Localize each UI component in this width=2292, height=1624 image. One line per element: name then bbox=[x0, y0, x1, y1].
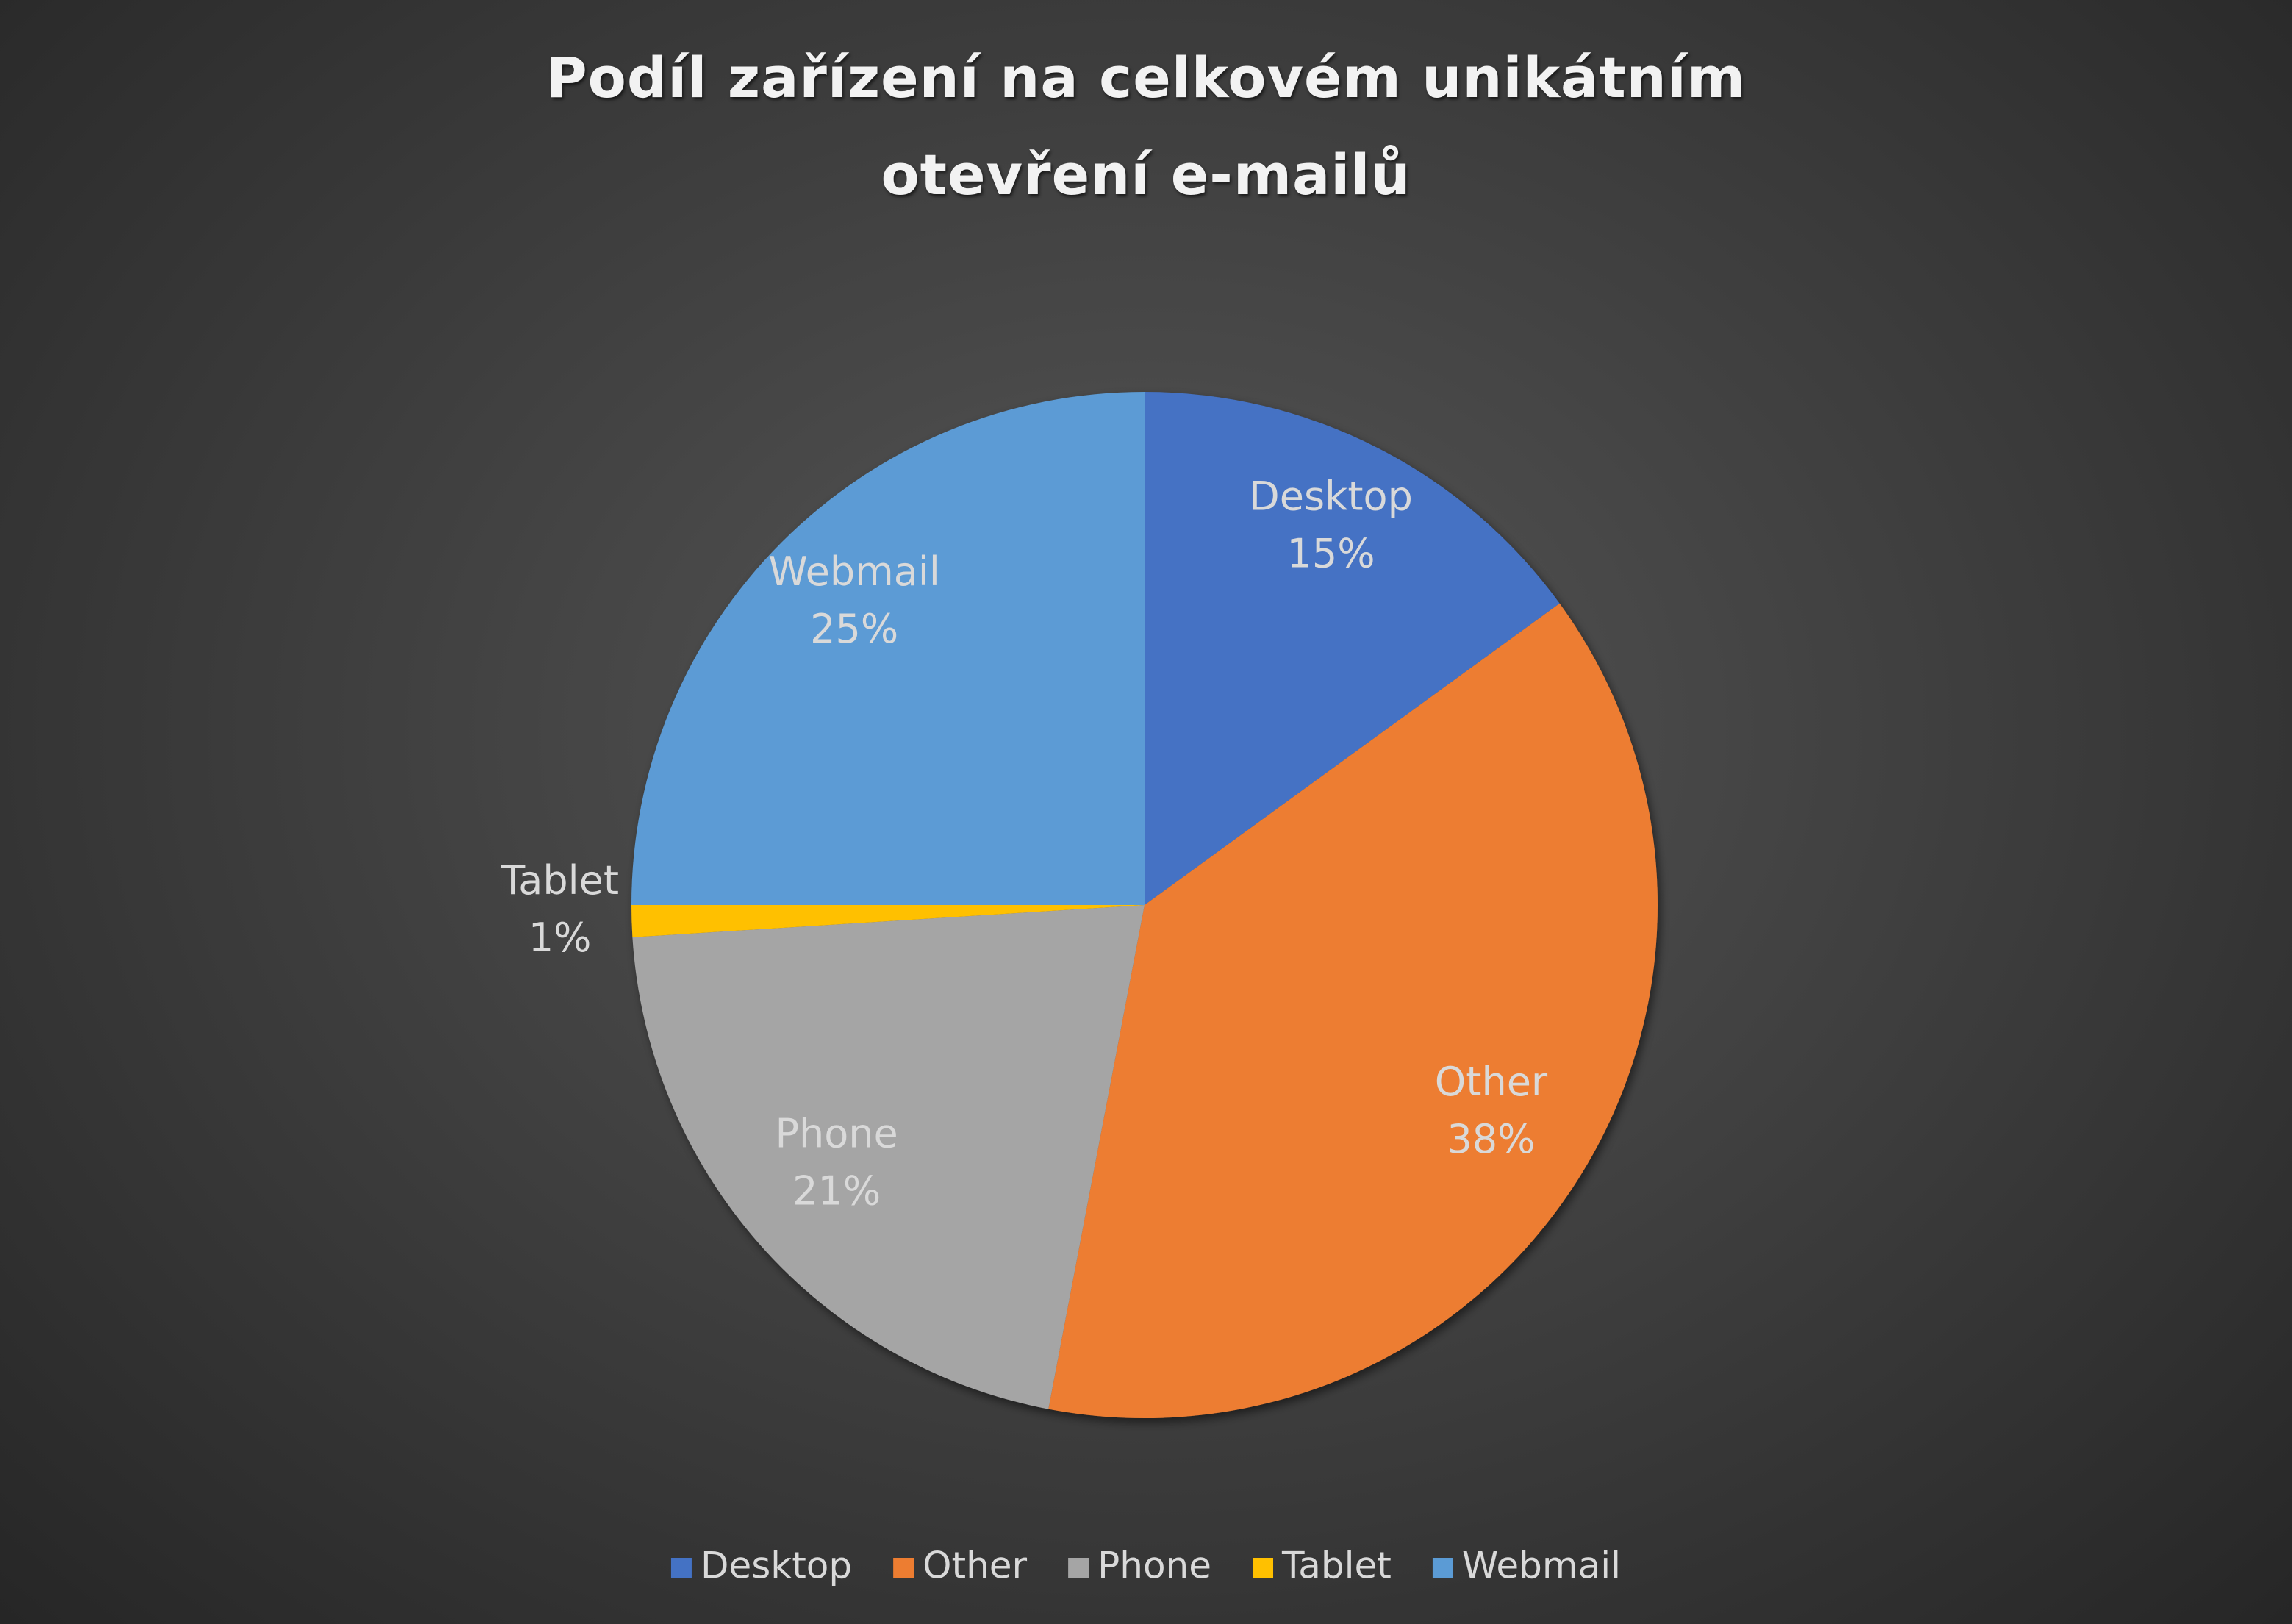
data-label: Other 38% bbox=[1435, 1059, 1548, 1162]
data-label-value: 1% bbox=[529, 915, 592, 961]
legend-swatch bbox=[1068, 1558, 1089, 1578]
data-label-name: Tablet bbox=[500, 857, 619, 904]
pie-slice bbox=[631, 392, 1145, 905]
data-label: Tablet 1% bbox=[500, 857, 619, 961]
legend-swatch bbox=[1432, 1558, 1453, 1578]
legend-label: Tablet bbox=[1281, 1545, 1392, 1587]
data-label-name: Other bbox=[1435, 1059, 1548, 1105]
data-label: Webmail 25% bbox=[768, 548, 939, 652]
legend-label: Phone bbox=[1097, 1545, 1211, 1587]
data-label-value: 38% bbox=[1447, 1116, 1535, 1162]
data-label: Phone 21% bbox=[775, 1110, 898, 1214]
legend-swatch bbox=[893, 1558, 914, 1578]
legend-swatch bbox=[1253, 1558, 1274, 1578]
legend-swatch bbox=[670, 1558, 692, 1578]
data-label-value: 21% bbox=[792, 1167, 881, 1214]
legend-label: Webmail bbox=[1462, 1545, 1621, 1587]
pie bbox=[631, 392, 1658, 1419]
pie-slice bbox=[631, 905, 1145, 937]
pie-slice bbox=[1145, 392, 1560, 905]
data-label-name: Phone bbox=[775, 1110, 898, 1156]
data-label-name: Webmail bbox=[768, 548, 939, 595]
data-label-value: 25% bbox=[810, 606, 898, 652]
data-label-value: 15% bbox=[1286, 530, 1375, 576]
chart-title: Podíl zařízení na celkovém unikátním ote… bbox=[545, 45, 1747, 207]
pie-slice bbox=[1048, 603, 1658, 1419]
data-label-name: Desktop bbox=[1249, 473, 1413, 519]
data-label: Desktop 15% bbox=[1249, 473, 1413, 576]
pie-slice bbox=[632, 905, 1145, 1409]
legend-label: Other bbox=[923, 1545, 1027, 1587]
legend-label: Desktop bbox=[701, 1545, 852, 1587]
